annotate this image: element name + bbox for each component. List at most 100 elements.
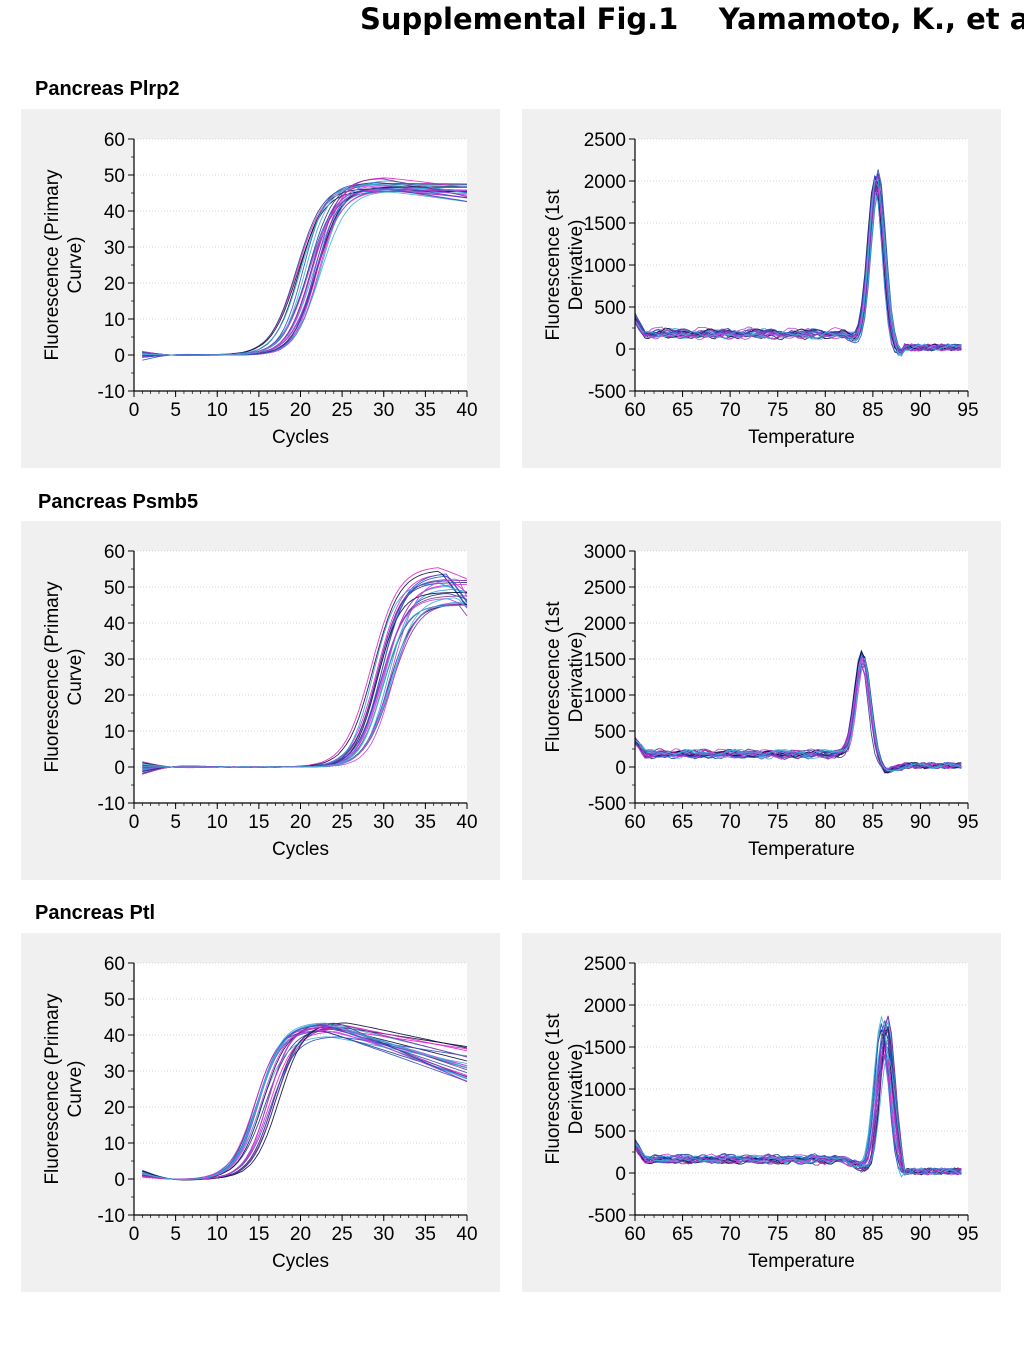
y-tick-label: 40: [104, 1026, 125, 1047]
x-tick-label: 0: [129, 812, 140, 833]
y-tick-label: 20: [104, 274, 125, 295]
y-tick-label: -10: [98, 1206, 125, 1227]
y-tick-label: 2500: [584, 130, 626, 151]
ptl-melt-panel: 60 65 70 75 80 85 90 95 -500 0 500 1000 1500 2000 2500…: [522, 933, 1001, 1292]
y-tick-label: 2000: [584, 172, 626, 193]
x-tick-label: 85: [862, 812, 883, 833]
x-tick-label: 20: [290, 812, 311, 833]
x-axis-title: Cycles: [272, 839, 329, 860]
y-tick-label: 0: [114, 346, 125, 367]
y-tick-label: 2000: [584, 996, 626, 1017]
x-tick-label: 95: [957, 812, 978, 833]
y-tick-label: 0: [114, 1170, 125, 1191]
x-tick-label: 30: [373, 400, 394, 421]
plrp2-melt-panel: 60 65 70 75 80 85 90 95 -500 0 500 1000 1500 2000 2500…: [522, 109, 1001, 468]
y-tick-label: 3000: [584, 542, 626, 563]
psmb5-amplification-chart: 0 5 10 15 20 25 30 35 40-100102030405060CyclesFl…: [42, 542, 478, 860]
x-tick-label: 5: [170, 1224, 181, 1245]
x-tick-label: 30: [373, 812, 394, 833]
ptl-amplification-chart: 0 5 10 15 20 25 30 35 40-100102030405060CyclesFl…: [42, 954, 478, 1272]
x-tick-label: 85: [862, 1224, 883, 1245]
x-axis-title: Temperature: [748, 427, 855, 448]
y-tick-label: 1500: [584, 650, 626, 671]
x-axis-title: Temperature: [748, 839, 855, 860]
y-tick-label: 60: [104, 130, 125, 151]
x-tick-label: 10: [207, 400, 228, 421]
y-tick-label: 2000: [584, 614, 626, 635]
y-axis-title: Fluorescence (1st Derivative): [543, 189, 587, 341]
y-tick-label: 1500: [584, 1038, 626, 1059]
y-tick-label: 40: [104, 202, 125, 223]
y-tick-label: 500: [594, 298, 626, 319]
plot-area: [635, 551, 968, 803]
y-axis-title: Fluorescence (1st Derivative): [543, 1013, 587, 1165]
plot-area: [134, 963, 467, 1215]
series-group: [634, 169, 962, 357]
x-tick-label: 35: [415, 400, 436, 421]
series-group: [142, 177, 468, 361]
y-tick-label: 30: [104, 238, 125, 259]
x-tick-label: 95: [957, 400, 978, 421]
x-tick-label: 70: [720, 812, 741, 833]
x-tick-label: 70: [720, 1224, 741, 1245]
x-tick-label: 25: [332, 400, 353, 421]
series-line: [142, 605, 467, 768]
y-tick-label: 30: [104, 1062, 125, 1083]
y-tick-label: 40: [104, 614, 125, 635]
plot-area: [635, 139, 968, 391]
y-tick-label: 50: [104, 578, 125, 599]
x-tick-label: 95: [957, 1224, 978, 1245]
x-tick-label: 15: [248, 1224, 269, 1245]
series-group: [634, 649, 962, 774]
x-tick-label: 80: [815, 400, 836, 421]
series-line: [634, 657, 962, 772]
x-tick-label: 60: [624, 1224, 645, 1245]
series-line: [634, 663, 962, 771]
x-tick-label: 25: [332, 1224, 353, 1245]
x-tick-label: 35: [415, 1224, 436, 1245]
x-axis-title: Cycles: [272, 427, 329, 448]
series-line: [634, 661, 962, 770]
y-tick-label: 2500: [584, 954, 626, 975]
y-tick-label: 10: [104, 310, 125, 331]
x-tick-label: 0: [129, 1224, 140, 1245]
y-tick-label: -500: [588, 1206, 626, 1227]
x-tick-label: 60: [624, 400, 645, 421]
y-tick-label: 50: [104, 990, 125, 1011]
x-tick-label: 5: [170, 400, 181, 421]
section-label-plrp2: Pancreas Plrp2: [35, 78, 180, 100]
x-tick-label: 40: [456, 812, 477, 833]
y-tick-label: 20: [104, 686, 125, 707]
psmb5-amplification-panel: 0 5 10 15 20 25 30 35 40 -10 0 10 20 30 40 50 60 Cycles Fl…: [21, 521, 500, 880]
y-tick-label: 0: [615, 340, 626, 361]
ptl-amplification-panel: 0 5 10 15 20 25 30 35 40 -10 0 10 20 30 40 50 60 Cycles Fl…: [21, 933, 500, 1292]
x-axis-title: Cycles: [272, 1251, 329, 1272]
x-tick-label: 65: [672, 812, 693, 833]
series-line: [634, 179, 962, 357]
ptl-melt-chart: 60 65 70 75 80 85 90 95 -500 0 500 1000 1500 2000 2500…: [543, 954, 979, 1272]
x-tick-label: 10: [207, 1224, 228, 1245]
y-tick-label: -500: [588, 382, 626, 403]
x-tick-label: 15: [248, 812, 269, 833]
y-tick-label: 1000: [584, 686, 626, 707]
y-tick-label: 10: [104, 722, 125, 743]
psmb5-melt-panel: 60 65 70 75 80 85 90 95 -500 0 500 1000 1500 2000 2500…: [522, 521, 1001, 880]
x-tick-label: 20: [290, 400, 311, 421]
y-tick-label: 2500: [584, 578, 626, 599]
x-tick-label: 75: [767, 1224, 788, 1245]
y-axis-title: Fluorescence (Primary Curve): [42, 581, 86, 773]
series-line: [634, 186, 962, 354]
y-tick-label: 500: [594, 1122, 626, 1143]
x-tick-label: 25: [332, 812, 353, 833]
y-tick-label: 60: [104, 542, 125, 563]
section-label-ptl: Pancreas Ptl: [35, 902, 156, 924]
y-axis-title: Fluorescence (Primary Curve): [42, 169, 86, 361]
x-tick-label: 65: [672, 1224, 693, 1245]
x-tick-label: 90: [910, 1224, 931, 1245]
series-line: [634, 1053, 962, 1176]
y-tick-label: 0: [114, 758, 125, 779]
x-tick-label: 80: [815, 812, 836, 833]
x-tick-label: 70: [720, 400, 741, 421]
series-line: [142, 1025, 468, 1180]
x-tick-label: 80: [815, 1224, 836, 1245]
